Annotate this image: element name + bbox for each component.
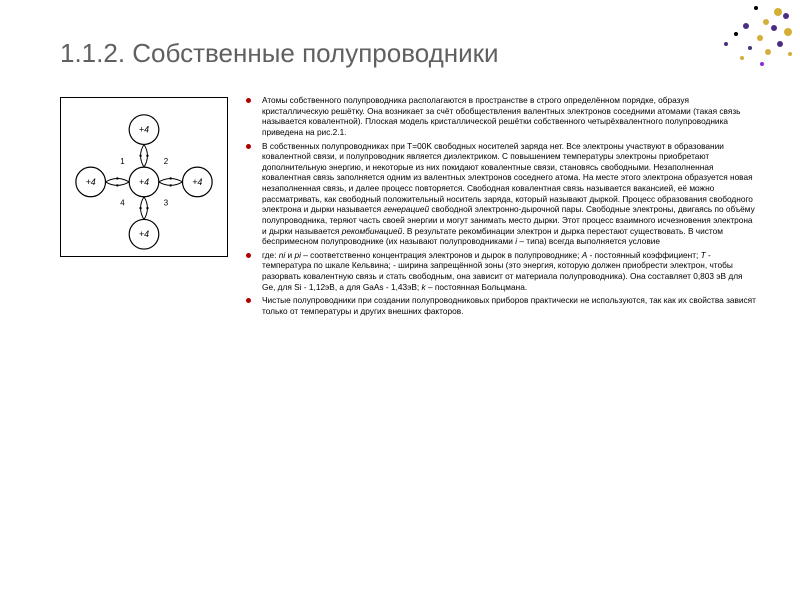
slide: 1.1.2. Собственные полупроводники 1 2 3 4 +4… (0, 0, 800, 349)
svg-text:+4: +4 (192, 177, 202, 187)
text-column: Атомы собственного полупроводника распол… (246, 95, 756, 319)
svg-text:+4: +4 (139, 177, 149, 187)
body-paragraph: Атомы собственного полупроводника распол… (246, 95, 756, 137)
lattice-diagram: 1 2 3 4 +4 +4 +4 +4 +4 (60, 97, 228, 257)
body-paragraph: В собственных полупроводниках при T=00K … (246, 141, 756, 247)
svg-text:1: 1 (120, 157, 124, 166)
svg-text:+4: +4 (139, 229, 149, 239)
svg-text:3: 3 (164, 199, 169, 208)
svg-text:+4: +4 (86, 177, 96, 187)
svg-text:2: 2 (164, 157, 168, 166)
svg-text:4: 4 (120, 199, 125, 208)
body-paragraph: Чистые полупроводники при создании полуп… (246, 295, 756, 316)
slide-title: 1.1.2. Собственные полупроводники (60, 38, 756, 69)
slide-content: 1 2 3 4 +4 +4 +4 +4 +4 Атомы собственного полупр… (60, 95, 756, 319)
body-paragraph: где: ni и pi – соответственно концентрац… (246, 250, 756, 292)
bullet-list: Атомы собственного полупроводника распол… (246, 95, 756, 316)
svg-text:+4: +4 (139, 125, 149, 135)
